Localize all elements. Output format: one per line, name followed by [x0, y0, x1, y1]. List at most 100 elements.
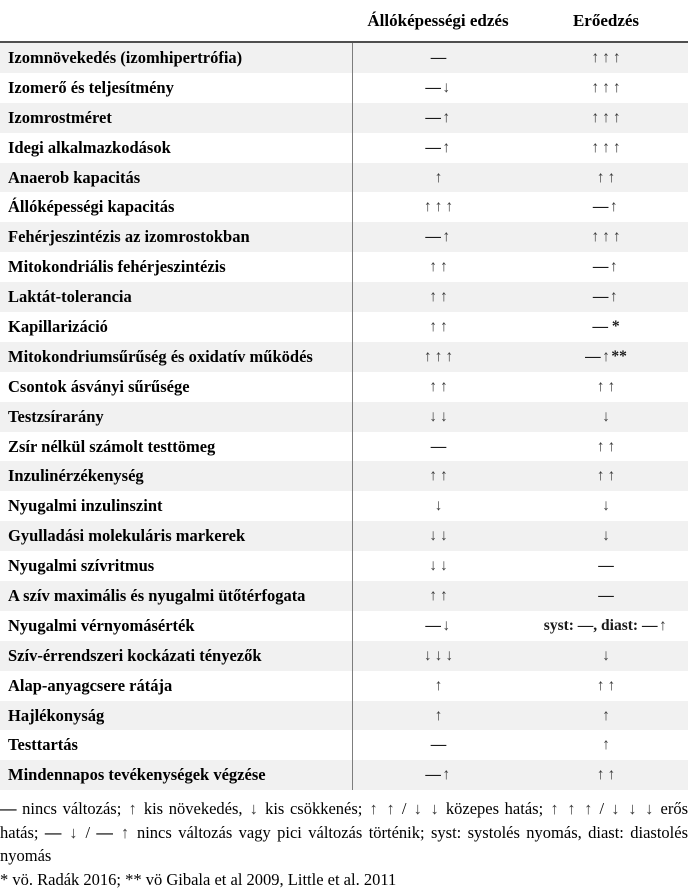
endurance-value: ↓ ↓ ↓	[352, 640, 524, 671]
row-label: Testtartás	[8, 735, 78, 755]
row-label: Anaerob kapacitás	[8, 167, 141, 187]
endurance-value: — ↓	[352, 72, 524, 103]
row-label: Nyugalmi inzulinszint	[8, 496, 163, 516]
table-row: Mindennapos tevékenységek végzése — ↑ ↑ …	[0, 760, 688, 791]
endurance-value: —	[352, 431, 524, 462]
row-label: Izomrostméret	[8, 107, 112, 127]
strength-value: — ↑	[592, 288, 618, 306]
table-row: Testtartás — ↑	[0, 730, 688, 761]
table-row: Nyugalmi szívritmus ↓ ↓ —	[0, 551, 688, 582]
strength-value: syst: —, diast: — ↑	[543, 616, 667, 634]
table-row: Anaerob kapacitás ↑ ↑ ↑	[0, 162, 688, 193]
table-row: Izomrostméret — ↑ ↑ ↑ ↑	[0, 102, 688, 133]
table-row: Csontok ásványi sűrűsége ↑ ↑ ↑ ↑	[0, 371, 688, 402]
endurance-value: ↑ ↑	[352, 252, 524, 283]
legend-text: — nincs változás; ↑ kis növekedés, ↓ kis…	[0, 799, 688, 866]
endurance-value: ↓ ↓	[352, 521, 524, 552]
strength-value: ↓	[602, 497, 610, 515]
strength-value: ↓	[602, 527, 610, 545]
strength-value: ↑ ↑ ↑	[591, 48, 621, 66]
endurance-value: ↑ ↑	[352, 581, 524, 611]
table-row: Fehérjeszintézis az izomrostokban — ↑ ↑ …	[0, 222, 688, 253]
strength-value: ↑ ↑ ↑	[591, 228, 621, 246]
strength-value: ↑ ↑	[596, 377, 616, 395]
table-row: Testzsírarány ↓ ↓ ↓	[0, 401, 688, 432]
column-header-strength: Erőedzés	[572, 10, 640, 30]
endurance-value: ↑ ↑	[352, 371, 524, 402]
endurance-value: ↑ ↑	[352, 312, 524, 342]
table-row: Inzulinérzékenység ↑ ↑ ↑ ↑	[0, 461, 688, 492]
row-label: Fehérjeszintézis az izomrostokban	[8, 227, 250, 247]
table-row: Izomnövekedés (izomhipertrófia) — ↑ ↑ ↑	[0, 43, 688, 73]
strength-value: ↑	[602, 706, 610, 724]
endurance-value: —	[352, 730, 524, 761]
table-row: Hajlékonyság ↑ ↑	[0, 700, 688, 731]
table-row: Kapillarizáció ↑ ↑ — *	[0, 312, 688, 342]
endurance-value: ↓	[352, 491, 524, 522]
strength-value: ↓	[602, 407, 610, 425]
table-body: Izomnövekedés (izomhipertrófia) — ↑ ↑ ↑ …	[0, 41, 688, 791]
table-row: Szív-érrendszeri kockázati tényezők ↓ ↓ …	[0, 640, 688, 671]
strength-value: ↑ ↑ ↑	[591, 138, 621, 156]
endurance-value: — ↑	[352, 102, 524, 133]
table-row: Izomerő és teljesítmény — ↓ ↑ ↑ ↑	[0, 72, 688, 103]
row-label: Mitokondriális fehérjeszintézis	[8, 257, 226, 277]
endurance-value: —	[352, 43, 524, 73]
table-row: Laktát-tolerancia ↑ ↑ — ↑	[0, 282, 688, 313]
row-label: Alap-anyagcsere rátája	[8, 675, 173, 695]
strength-value: ↑ ↑	[596, 766, 616, 784]
strength-value: ↑ ↑	[596, 676, 616, 694]
row-label: Mitokondriumsűrűség és oxidatív működés	[8, 346, 313, 366]
row-label: Izomnövekedés (izomhipertrófia)	[8, 47, 243, 67]
row-label: Zsír nélkül számolt testtömeg	[8, 436, 216, 456]
row-label: Mindennapos tevékenységek végzése	[8, 765, 266, 785]
row-label: Állóképességi kapacitás	[8, 197, 175, 217]
row-label: Izomerő és teljesítmény	[8, 77, 174, 97]
row-label: Inzulinérzékenység	[8, 466, 144, 486]
footnote-citations: * vö. Radák 2016; ** vö Gibala et al 200…	[0, 869, 397, 889]
table-row: Alap-anyagcsere rátája ↑ ↑ ↑	[0, 670, 688, 701]
strength-value: — *	[592, 317, 620, 335]
strength-value: ↑ ↑ ↑	[591, 108, 621, 126]
table-row: Zsír nélkül számolt testtömeg — ↑ ↑	[0, 431, 688, 462]
row-label: Gyulladási molekuláris markerek	[8, 526, 246, 546]
strength-value: —	[598, 557, 614, 575]
table-header-row: Állóképességi edzés Erőedzés	[0, 0, 688, 41]
strength-value: ↑ ↑	[596, 437, 616, 455]
strength-value: — ↑	[592, 258, 618, 276]
strength-value: ↑ ↑	[596, 467, 616, 485]
strength-value: —	[598, 586, 614, 604]
table-row: A szív maximális és nyugalmi ütőtérfogat…	[0, 581, 688, 611]
endurance-value: — ↑	[352, 760, 524, 791]
table-row: Gyulladási molekuláris markerek ↓ ↓ ↓	[0, 521, 688, 552]
endurance-value: ↓ ↓	[352, 551, 524, 582]
row-label: Laktát-tolerancia	[8, 287, 132, 307]
endurance-value: ↓ ↓	[352, 401, 524, 432]
table-row: Nyugalmi vérnyomásérték — ↓ syst: —, dia…	[0, 610, 688, 641]
column-header-endurance: Állóképességi edzés	[367, 10, 509, 30]
table-row: Állóképességi kapacitás ↑ ↑ ↑ — ↑	[0, 192, 688, 223]
row-label: Csontok ásványi sűrűsége	[8, 376, 190, 396]
row-label: A szív maximális és nyugalmi ütőtérfogat…	[8, 585, 306, 605]
table-row: Mitokondriális fehérjeszintézis ↑ ↑ — ↑	[0, 252, 688, 283]
table-row: Nyugalmi inzulinszint ↓ ↓	[0, 491, 688, 522]
endurance-value: ↑ ↑ ↑	[352, 341, 524, 372]
table-row: Mitokondriumsűrűség és oxidatív működés …	[0, 341, 688, 372]
row-label: Nyugalmi szívritmus	[8, 556, 155, 576]
endurance-value: ↑ ↑	[352, 282, 524, 313]
row-label: Kapillarizáció	[8, 316, 108, 336]
endurance-value: ↑ ↑ ↑	[352, 192, 524, 223]
row-label: Szív-érrendszeri kockázati tényezők	[8, 645, 262, 665]
endurance-value: ↑	[352, 670, 524, 701]
strength-value: — ↑ **	[585, 347, 627, 365]
endurance-value: ↑	[352, 700, 524, 731]
strength-value: ↑	[602, 736, 610, 754]
row-label: Hajlékonyság	[8, 705, 105, 725]
strength-value: ↓	[602, 646, 610, 664]
table-row: Idegi alkalmazkodások — ↑ ↑ ↑ ↑	[0, 132, 688, 163]
row-label: Idegi alkalmazkodások	[8, 137, 171, 157]
endurance-value: — ↓	[352, 610, 524, 641]
endurance-value: ↑ ↑	[352, 461, 524, 492]
strength-value: — ↑	[592, 198, 618, 216]
